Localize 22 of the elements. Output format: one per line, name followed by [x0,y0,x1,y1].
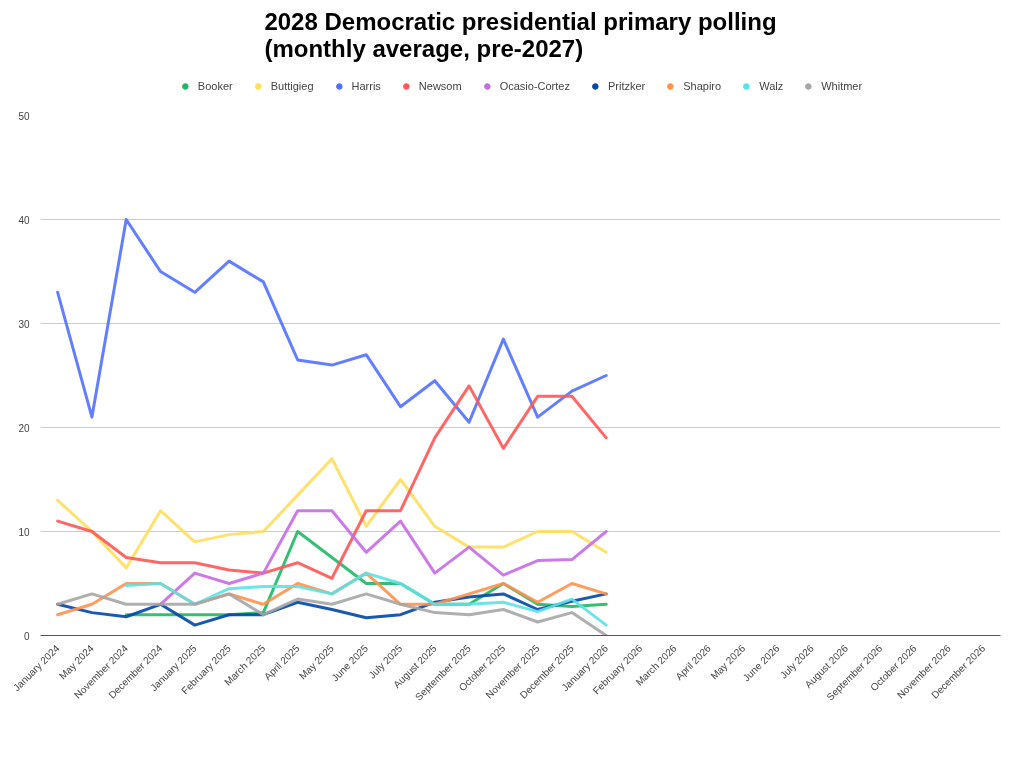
y-tick-label: 50 [18,110,30,122]
line-series [56,218,608,424]
legend-label: Shapiro [683,79,722,92]
line-series [56,592,608,636]
legend-label: Newsom [418,79,462,92]
y-tick-label: 20 [18,422,30,434]
y-tick-label: 10 [18,526,30,538]
legend-label: Whitmer [821,79,863,92]
line-series [124,571,608,627]
legend-label: Buttigieg [270,79,314,92]
y-tick-label: 40 [18,214,30,226]
line-series [159,509,608,606]
line-series [56,457,608,570]
line-series [56,384,608,580]
legend-label: Booker [197,79,233,92]
legend-label: Ocasio-Cortez [499,79,570,92]
legend-label: Harris [351,79,381,92]
legend-label: Pritzker [607,79,646,92]
legend-label: Walz [759,79,784,92]
chart-title: 2028 Democratic presidential primary polling (monthly average, pre-2027) [264,7,777,62]
y-tick-label: 0 [23,630,30,642]
y-tick-label: 30 [18,318,30,330]
